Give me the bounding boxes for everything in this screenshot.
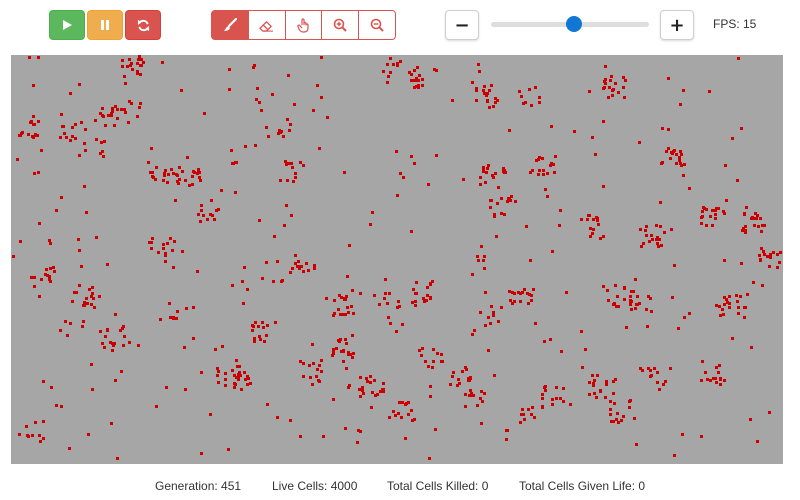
cells-killed-counter: Total Cells Killed: 0 [387,479,489,493]
cells-given-life-counter: Total Cells Given Life: 0 [519,479,646,493]
eraser-tool-button[interactable] [247,10,286,40]
hand-pointer-icon [297,17,309,33]
reset-button[interactable] [125,10,161,40]
eraser-icon [259,20,274,32]
fps-label: FPS: 15 [713,17,757,31]
pause-icon [101,20,109,30]
brush-icon [223,18,237,31]
minus-icon: − [454,14,470,36]
generation-counter: Generation: 451 [155,479,242,493]
play-button[interactable] [49,10,85,40]
game-grid[interactable] [11,55,783,464]
plus-icon: + [669,14,685,36]
brush-tool-button[interactable] [211,10,249,40]
refresh-icon [137,19,149,31]
live-cells-counter: Live Cells: 4000 [272,479,358,493]
decrease-speed-button[interactable]: − [445,10,479,40]
tool-group [211,10,396,40]
play-icon [63,20,72,30]
zoom-out-tool-button[interactable] [358,10,396,40]
pause-button[interactable] [87,10,123,40]
increase-speed-button[interactable]: + [660,10,694,40]
speed-slider-handle[interactable] [566,16,582,32]
grid-cells [12,55,782,460]
zoom-in-tool-button[interactable] [321,10,360,40]
pan-tool-button[interactable] [284,10,323,40]
zoom-in-icon [333,18,347,32]
zoom-out-icon [370,18,384,32]
